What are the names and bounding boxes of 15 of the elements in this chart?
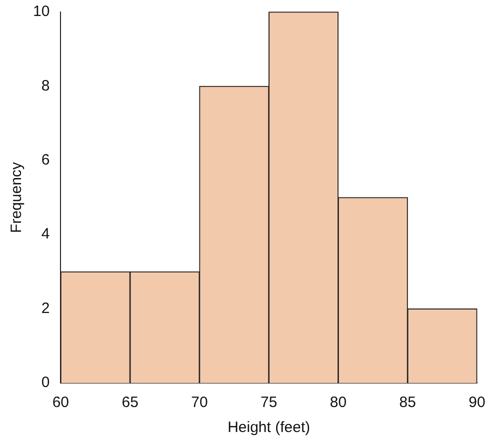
y-tick-label: 2 bbox=[41, 300, 50, 317]
y-axis-title: Frequency bbox=[8, 162, 26, 233]
x-tick-label: 90 bbox=[468, 394, 486, 412]
y-tick-label: 4 bbox=[41, 226, 50, 243]
x-tick-label: 75 bbox=[260, 394, 278, 412]
x-tick-label: 60 bbox=[52, 394, 70, 412]
y-tick-label: 0 bbox=[41, 374, 50, 392]
y-tick-label: 10 bbox=[32, 3, 50, 20]
x-tick-label: 85 bbox=[399, 394, 416, 412]
x-axis-title: Height (feet) bbox=[228, 419, 310, 436]
x-tick-label: 70 bbox=[191, 394, 208, 412]
y-tick-label: 6 bbox=[41, 152, 50, 169]
y-tick-label: 8 bbox=[41, 77, 50, 94]
x-tick-label: 80 bbox=[330, 394, 347, 412]
x-tick-label: 65 bbox=[122, 394, 138, 412]
